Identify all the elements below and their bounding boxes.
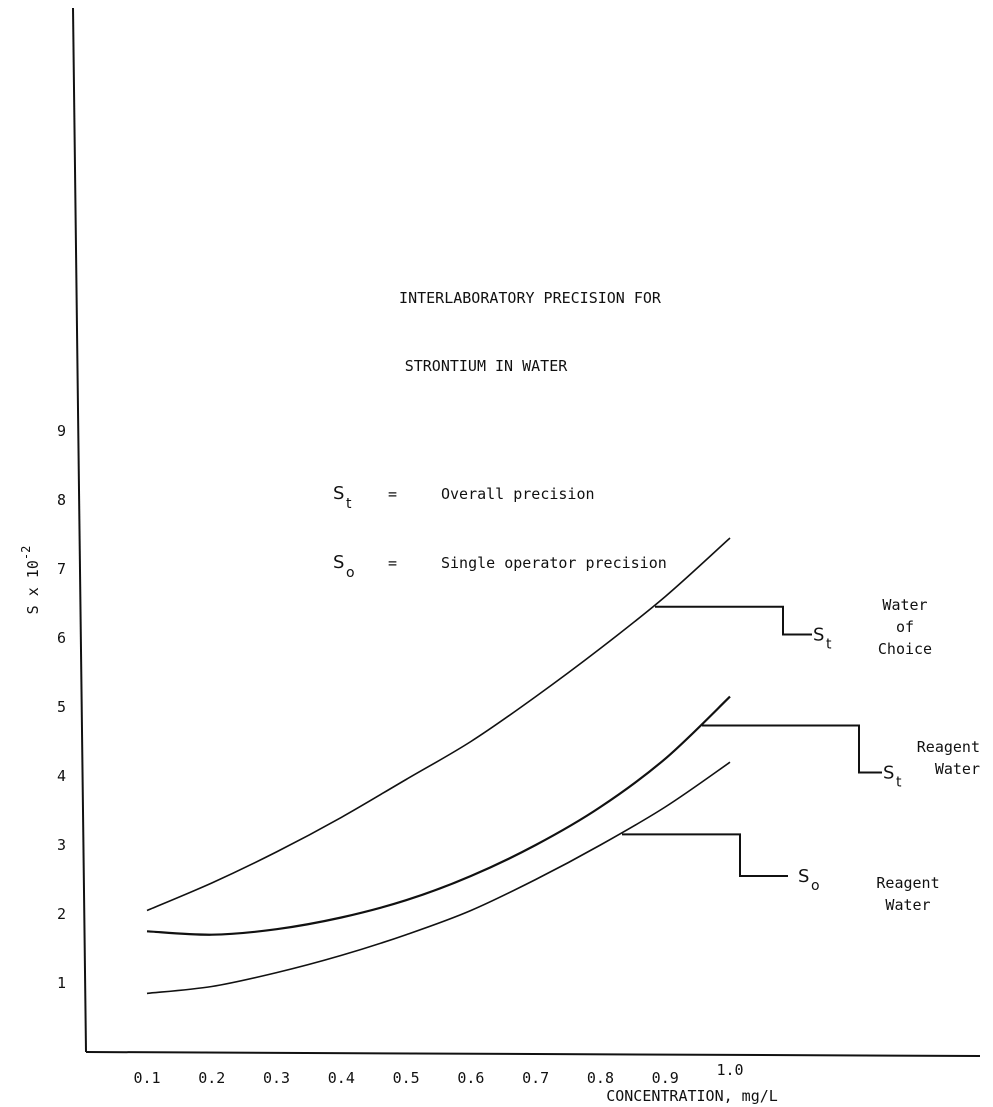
y-tick-label: 5: [57, 698, 66, 716]
x-axis-label: CONCENTRATION, mg/L: [606, 1087, 778, 1105]
x-tick-label: 0.4: [328, 1069, 355, 1087]
x-tick-labels: 0.1 0.2 0.3 0.4 0.5 0.6 0.7 0.8 0.9 1.0: [133, 1061, 743, 1087]
y-tick-label: 6: [57, 629, 66, 647]
series-label-subscript: o: [811, 878, 820, 894]
series-label-text: Water: [885, 896, 930, 914]
chart-title-line-1: INTERLABORATORY PRECISION FOR: [399, 289, 662, 307]
y-axis-label-text: S x 10: [24, 560, 42, 614]
series-label-subscript: t: [896, 775, 902, 791]
y-axis-label: S x 10-2: [19, 546, 42, 615]
x-tick-label: 0.9: [652, 1069, 679, 1087]
y-tick-labels: 1 2 3 4 5 6 7 8 9: [57, 422, 66, 992]
chart-axes: [72, 7, 981, 1057]
y-tick-label: 8: [57, 491, 66, 509]
y-tick-label: 2: [57, 905, 66, 923]
x-tick-label: 0.2: [198, 1069, 225, 1087]
series-label-symbol: S: [798, 866, 809, 887]
y-tick-label: 4: [57, 767, 66, 785]
legend-entry-overall: S t = Overall precision: [333, 483, 595, 512]
series-line-st-reagent-water: [146, 695, 731, 936]
series-label-symbol: S: [813, 625, 824, 646]
legend-symbol: S: [333, 552, 344, 573]
series-leader-line: [702, 724, 882, 774]
x-tick-label: 0.7: [522, 1069, 549, 1087]
x-tick-label: 0.5: [393, 1069, 420, 1087]
series-label-text: Reagent: [917, 738, 980, 756]
series-label-symbol: S: [883, 763, 894, 784]
legend-symbol: S: [333, 483, 344, 504]
x-tick-label: 1.0: [716, 1061, 743, 1079]
legend-subscript: o: [346, 565, 355, 581]
series-label-text: Water: [882, 596, 927, 614]
legend: S t = Overall precision S o = Single ope…: [333, 483, 667, 581]
x-tick-label: 0.3: [263, 1069, 290, 1087]
series-lines: [146, 537, 731, 995]
y-tick-label: 3: [57, 836, 66, 854]
chart-title-line-2: STRONTIUM IN WATER: [405, 357, 569, 375]
x-tick-label: 0.8: [587, 1069, 614, 1087]
x-axis-line: [85, 1051, 981, 1057]
y-tick-label: 1: [57, 974, 66, 992]
series-label-text: Reagent: [876, 874, 939, 892]
legend-equals: =: [388, 485, 397, 503]
x-tick-label: 0.6: [457, 1069, 484, 1087]
legend-equals: =: [388, 554, 397, 572]
series-label-text: Choice: [878, 640, 932, 658]
series-line-st-water-of-choice: [146, 537, 731, 912]
legend-entry-single-operator: S o = Single operator precision: [333, 552, 667, 581]
series-line-so-reagent-water: [146, 761, 731, 995]
x-tick-label: 0.1: [133, 1069, 160, 1087]
legend-description: Single operator precision: [441, 554, 667, 572]
series-label-text: of: [896, 618, 914, 636]
legend-description: Overall precision: [441, 485, 595, 503]
series-label-subscript: t: [826, 637, 832, 653]
y-tick-label: 7: [57, 560, 66, 578]
y-axis-label-exponent: -2: [19, 546, 33, 560]
series-label-text: Water: [935, 760, 980, 778]
y-tick-label: 9: [57, 422, 66, 440]
series-leader-line: [622, 833, 788, 878]
y-axis-line: [72, 7, 87, 1053]
legend-subscript: t: [346, 496, 352, 512]
series-leader-line: [655, 605, 812, 636]
